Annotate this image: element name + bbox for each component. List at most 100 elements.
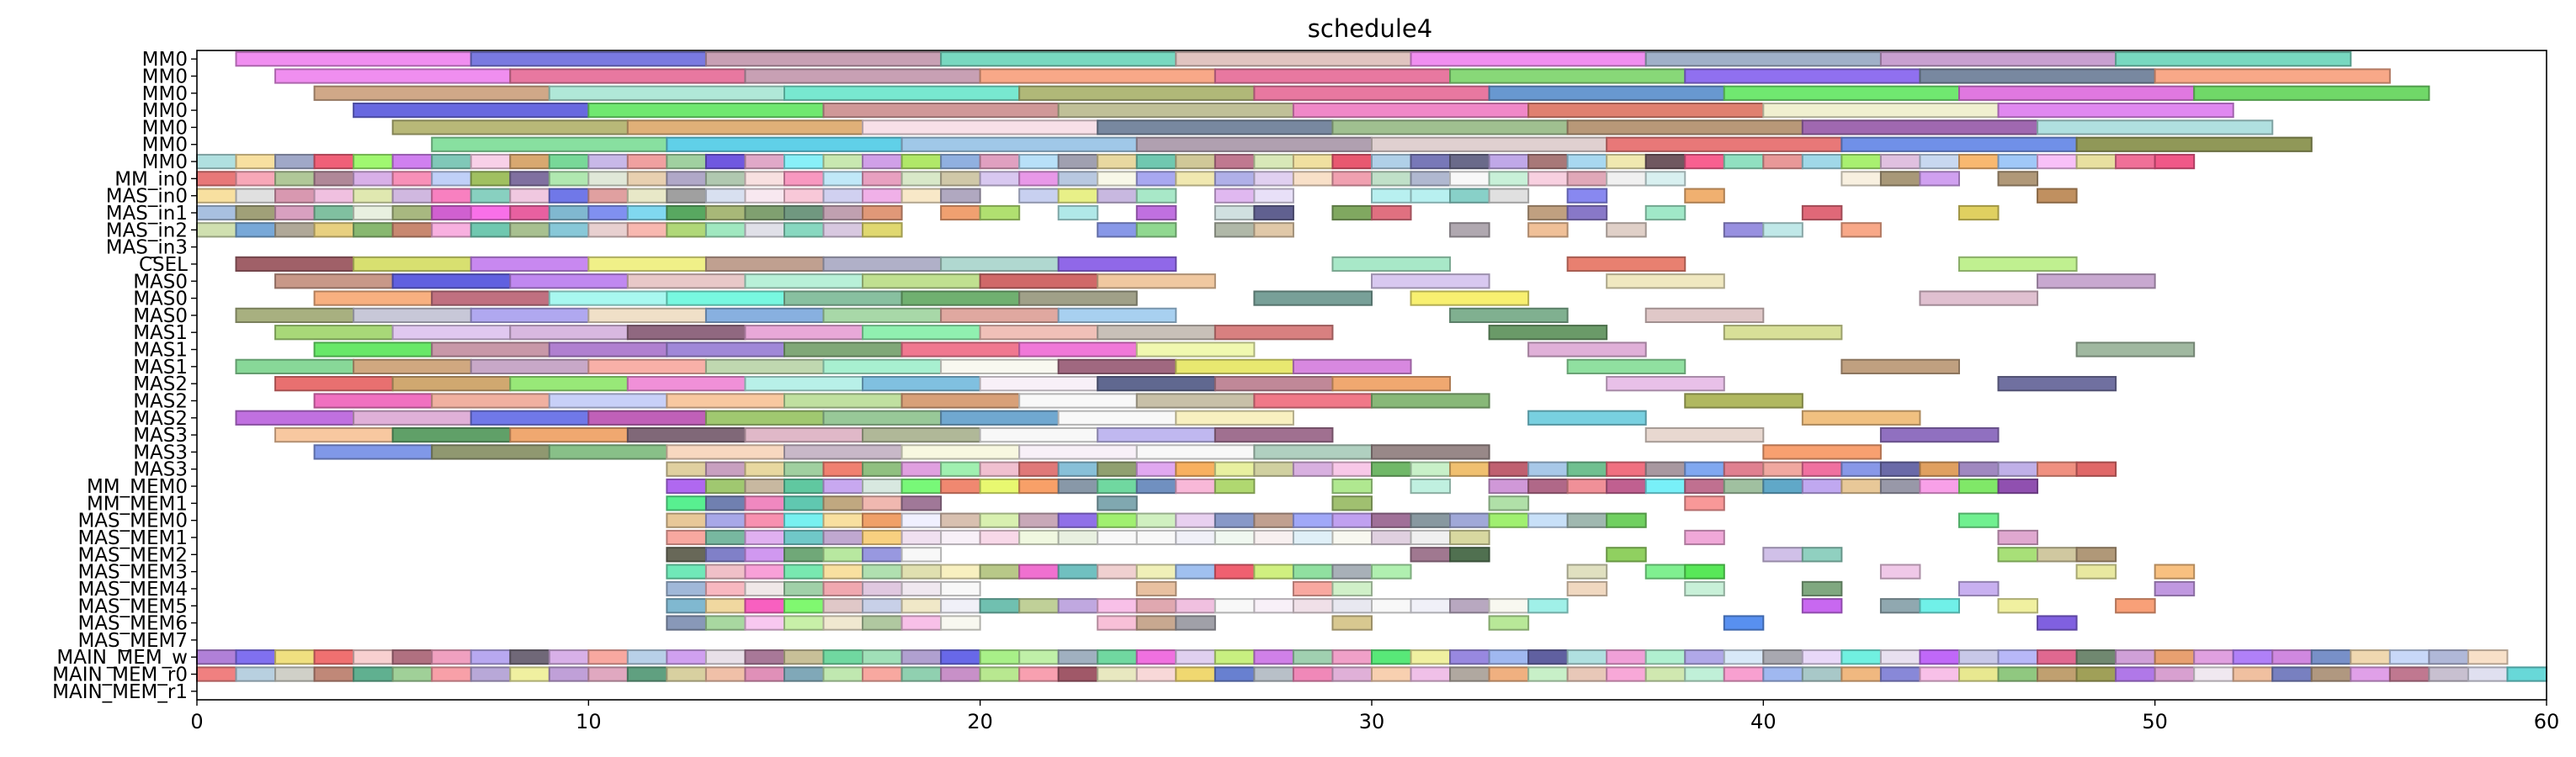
task-bar	[1566, 580, 1608, 597]
task-bar	[391, 222, 433, 238]
task-bar	[353, 358, 472, 374]
task-bar	[783, 615, 825, 631]
task-bar	[470, 666, 512, 682]
y-tick-label: MAS_MEM7	[77, 630, 188, 652]
task-bar	[704, 410, 825, 426]
task-bar	[1214, 478, 1256, 495]
task-bar	[979, 512, 1021, 528]
task-bar	[1175, 358, 1294, 374]
task-bar	[1644, 426, 1765, 443]
task-bar	[1606, 547, 1647, 563]
task-bar	[626, 273, 746, 289]
task-bar	[704, 598, 746, 614]
task-bar	[1684, 495, 1725, 511]
task-bar	[548, 171, 590, 187]
task-bar	[940, 649, 981, 665]
task-bar	[1018, 529, 1060, 546]
task-bar	[1488, 85, 1725, 101]
task-bar	[783, 461, 825, 477]
task-bar	[1801, 649, 1843, 665]
task-bar	[313, 341, 433, 357]
task-bar	[1097, 153, 1138, 170]
task-bar	[744, 153, 785, 170]
task-bar	[744, 598, 785, 614]
task-bar	[900, 341, 1021, 357]
task-bar	[1840, 222, 1882, 238]
task-bar	[979, 478, 1021, 495]
task-bar	[1018, 171, 1060, 187]
task-bar	[1097, 171, 1138, 187]
task-bar	[1606, 171, 1647, 187]
task-bar	[353, 666, 394, 682]
task-bar	[979, 426, 1099, 443]
y-tick-label: MAS3	[133, 442, 188, 463]
task-bar	[900, 615, 943, 631]
task-bar	[666, 461, 707, 477]
task-bar	[1135, 580, 1177, 597]
task-bar	[196, 188, 237, 204]
task-bar	[1488, 649, 1530, 665]
task-bar	[313, 222, 355, 238]
task-bar	[783, 598, 825, 614]
task-bar	[1057, 666, 1099, 682]
task-bar	[2037, 547, 2078, 563]
task-bar	[666, 341, 786, 357]
task-bar	[900, 188, 943, 204]
task-bar	[1958, 256, 2078, 273]
task-bar	[1644, 478, 1686, 495]
task-bar	[822, 564, 864, 580]
x-tick-label: 50	[2142, 710, 2168, 733]
task-bar	[1488, 495, 1530, 511]
task-bar	[1449, 171, 1490, 187]
task-bar	[2310, 649, 2352, 665]
task-bar	[2037, 615, 2078, 631]
task-bar	[1997, 547, 2039, 563]
task-bar	[783, 580, 825, 597]
task-bar	[470, 649, 512, 665]
task-bar	[2271, 649, 2313, 665]
task-bar	[822, 580, 864, 597]
task-bar	[1214, 512, 1256, 528]
task-bar	[940, 188, 981, 204]
task-bar	[1958, 85, 2196, 101]
task-bar	[744, 564, 785, 580]
task-bar	[1488, 666, 1530, 682]
task-bar	[1488, 153, 1530, 170]
task-bar	[1410, 153, 1452, 170]
task-bar	[313, 188, 355, 204]
task-bar	[1644, 171, 1686, 187]
task-bar	[822, 495, 864, 511]
task-bar	[1449, 188, 1490, 204]
task-bar	[1371, 598, 1412, 614]
task-bar	[1566, 256, 1686, 273]
task-bar	[744, 204, 785, 221]
task-bar	[1527, 410, 1647, 426]
task-bar	[1410, 51, 1647, 67]
task-bar	[1253, 290, 1373, 306]
task-bar	[862, 580, 903, 597]
task-bar	[1801, 598, 1843, 614]
task-bar	[1801, 410, 1921, 426]
task-bar	[2115, 153, 2156, 170]
task-bar	[666, 495, 707, 511]
task-bar	[1097, 649, 1138, 665]
task-bar	[1253, 598, 1294, 614]
task-bar	[1527, 461, 1569, 477]
task-bar	[431, 222, 472, 238]
task-bar	[1292, 580, 1334, 597]
task-bar	[862, 119, 1099, 135]
task-bar	[744, 649, 785, 665]
task-bar	[1331, 529, 1373, 546]
task-bar	[1214, 598, 1256, 614]
task-bar	[666, 512, 707, 528]
task-bar	[431, 204, 472, 221]
task-bar	[1214, 222, 1256, 238]
task-bar	[1253, 564, 1294, 580]
task-bar	[1840, 478, 1882, 495]
task-bar	[1135, 204, 1177, 221]
task-bar	[313, 666, 355, 682]
task-bar	[822, 188, 864, 204]
task-bar	[900, 529, 943, 546]
task-bar	[704, 478, 746, 495]
